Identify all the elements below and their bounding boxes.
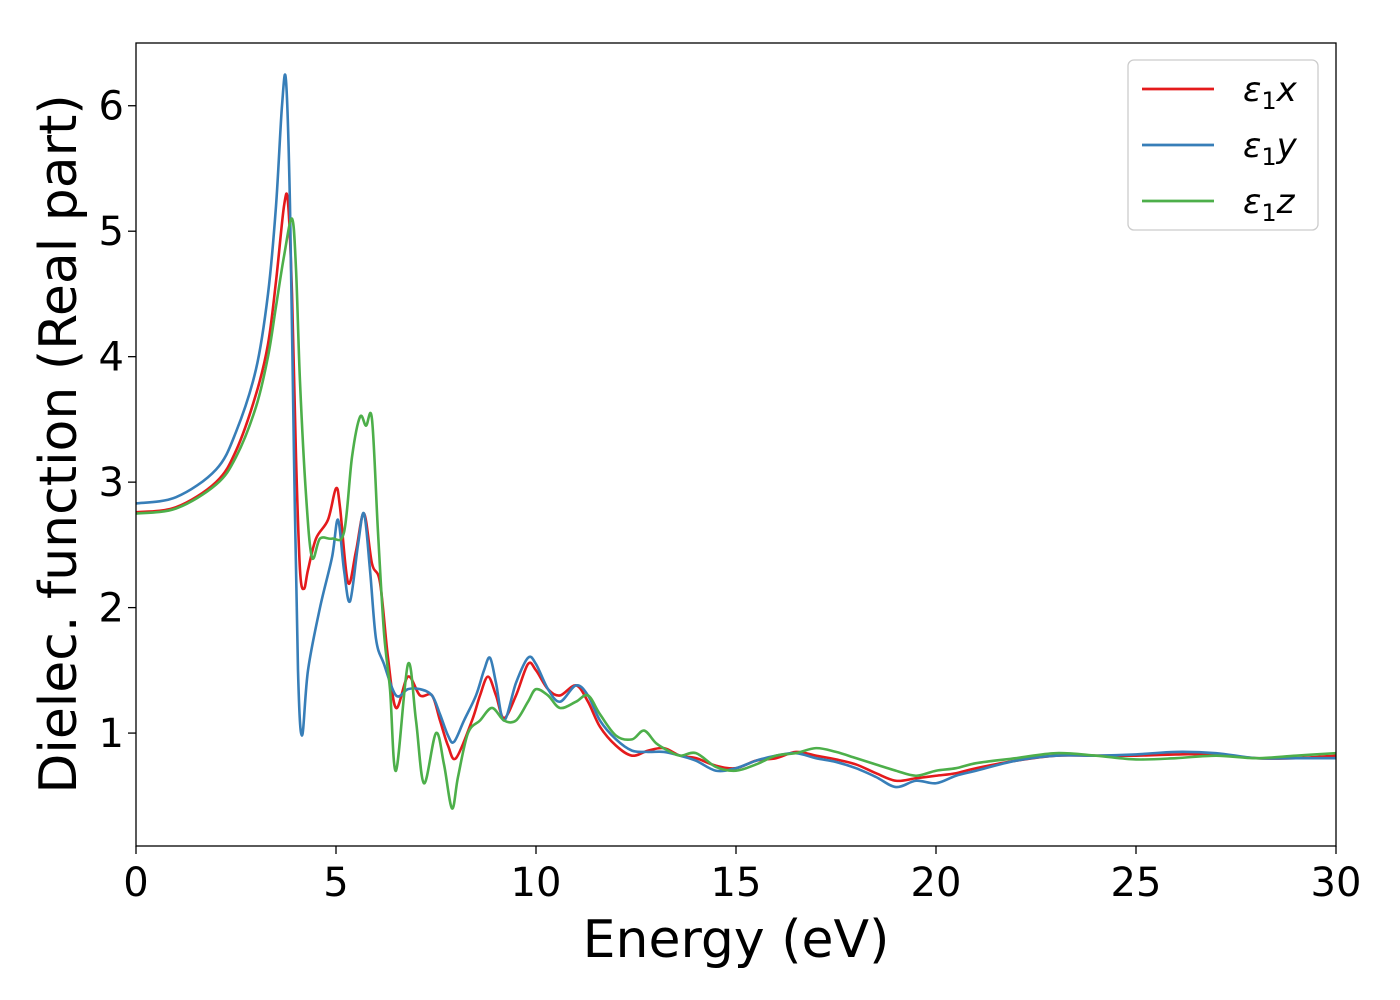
x-tick-label: 15 bbox=[711, 860, 762, 906]
x-axis: 0 5 10 15 20 25 30 bbox=[123, 846, 1361, 906]
y-tick-label: 1 bbox=[99, 711, 124, 757]
x-tick-label: 10 bbox=[511, 860, 562, 906]
y-axis: 1 2 3 4 5 6 bbox=[99, 84, 136, 757]
x-tick-label: 0 bbox=[123, 860, 148, 906]
y-tick-label: 3 bbox=[99, 460, 124, 506]
x-axis-label: Energy (eV) bbox=[583, 910, 890, 970]
x-tick-label: 5 bbox=[323, 860, 348, 906]
y-tick-label: 6 bbox=[99, 84, 124, 130]
x-tick-label: 20 bbox=[911, 860, 962, 906]
series-layer bbox=[136, 73, 1336, 810]
legend-box bbox=[1127, 59, 1319, 231]
series-line-y bbox=[136, 73, 1336, 789]
y-tick-label: 4 bbox=[99, 335, 124, 381]
legend-label-x: ε1x bbox=[1243, 70, 1298, 115]
series-line-z bbox=[136, 217, 1336, 810]
x-tick-label: 30 bbox=[1311, 860, 1362, 906]
y-tick-label: 2 bbox=[99, 586, 124, 632]
legend-label-y: ε1y bbox=[1243, 126, 1298, 171]
legend-label-z: ε1z bbox=[1243, 182, 1296, 227]
legend: ε1x ε1y ε1z bbox=[1127, 59, 1319, 231]
y-tick-label: 5 bbox=[99, 209, 124, 255]
y-axis-label: Dielec. function (Real part) bbox=[29, 94, 89, 793]
x-tick-label: 25 bbox=[1111, 860, 1162, 906]
